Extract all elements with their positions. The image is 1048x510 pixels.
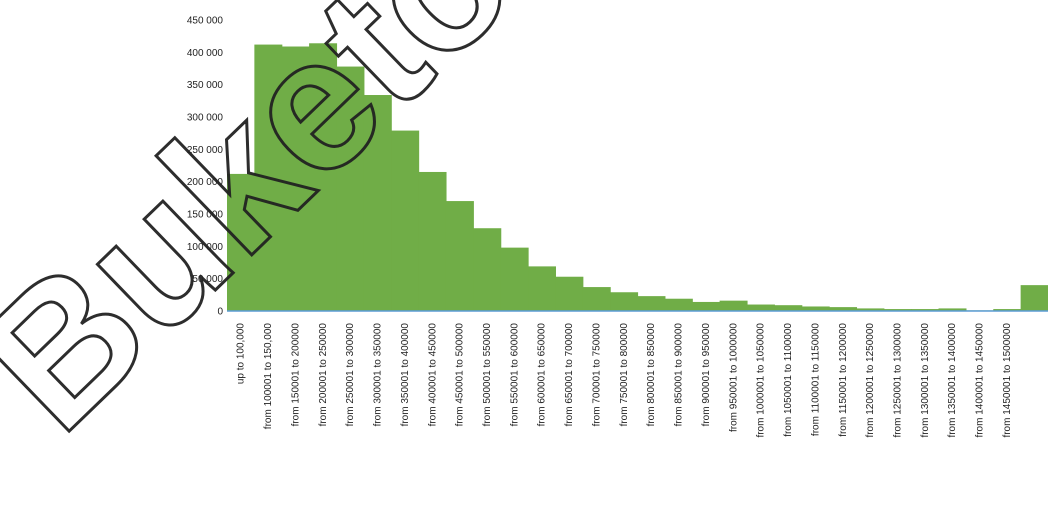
bar-22 bbox=[829, 307, 858, 311]
x-category-label: from 1250001 to 1300000 bbox=[892, 323, 903, 438]
bar-26 bbox=[938, 308, 967, 311]
bar-23 bbox=[856, 308, 885, 311]
x-category-label: from 600001 to 650000 bbox=[537, 323, 548, 427]
bar-8 bbox=[445, 201, 474, 311]
x-category-label: from 950001 to 1000000 bbox=[728, 323, 739, 432]
x-category-label: from 650001 to 700000 bbox=[564, 323, 575, 427]
y-tick-label: 150 000 bbox=[187, 210, 224, 221]
y-tick-label: 100 000 bbox=[187, 242, 224, 253]
bar-13 bbox=[582, 287, 611, 311]
y-tick-label: 200 000 bbox=[187, 177, 224, 188]
x-category-label: up to 100,000 bbox=[236, 323, 247, 385]
x-category-label: from 1400001 to 1450000 bbox=[975, 323, 986, 438]
bar-4 bbox=[336, 66, 365, 311]
x-category-label: from 1200001 to 1250000 bbox=[865, 323, 876, 438]
bar-6 bbox=[391, 130, 420, 311]
bar-9 bbox=[473, 228, 502, 311]
x-category-label: from 250001 to 300000 bbox=[345, 323, 356, 427]
bar-20 bbox=[774, 305, 803, 311]
y-tick-label: 450 000 bbox=[187, 16, 224, 27]
y-tick-label: 250 000 bbox=[187, 145, 224, 156]
bar-3 bbox=[309, 43, 338, 311]
x-category-label: from 550001 to 600000 bbox=[509, 323, 520, 427]
y-tick-label: 50 000 bbox=[192, 274, 223, 285]
bar-14 bbox=[610, 292, 639, 311]
x-category-label: from 350001 to 400000 bbox=[400, 323, 411, 427]
x-category-label: from 300001 to 350000 bbox=[373, 323, 384, 427]
bar-17 bbox=[692, 301, 721, 311]
x-category-label: from 400001 to 450000 bbox=[427, 323, 438, 427]
x-category-label: from 1050001 to 1100000 bbox=[783, 323, 794, 437]
x-category-label: from 900001 to 950000 bbox=[701, 323, 712, 427]
bar-16 bbox=[664, 298, 693, 311]
x-category-label: from 1350001 to 1400000 bbox=[947, 323, 958, 438]
bar-18 bbox=[719, 300, 748, 311]
x-category-label: from 500001 to 550000 bbox=[482, 323, 493, 427]
y-axis-ticks: 0 50 000 100 000 150 000 200 000 250 000 300 0… bbox=[187, 16, 224, 318]
x-category-label: from 1150001 to 1200000 bbox=[838, 323, 849, 437]
bar-2 bbox=[281, 46, 310, 311]
x-category-label: from 200001 to 250000 bbox=[318, 323, 329, 427]
bar-25 bbox=[911, 309, 940, 311]
bar-29 bbox=[1020, 285, 1048, 311]
x-axis-labels: up to 100,000 from 100001 to 150,000 from … bbox=[236, 323, 1013, 438]
bar-11 bbox=[528, 266, 556, 311]
x-category-label: from 150001 to 200000 bbox=[290, 323, 301, 427]
bar-24 bbox=[883, 309, 912, 311]
x-category-label: from 100001 to 150,000 bbox=[263, 323, 274, 430]
x-category-label: from 800001 to 850000 bbox=[646, 323, 657, 427]
bar-1 bbox=[254, 44, 283, 311]
watermark-text: Buketov bbox=[0, 0, 629, 471]
x-category-label: from 1100001 to 1150000 bbox=[810, 323, 821, 436]
bar-10 bbox=[500, 247, 529, 311]
x-category-label: from 1300001 to 1350000 bbox=[920, 323, 931, 438]
x-category-label: from 1450001 to 1500000 bbox=[1002, 323, 1013, 438]
x-category-label: from 750001 to 800000 bbox=[619, 323, 630, 427]
y-tick-label: 400 000 bbox=[187, 48, 224, 59]
x-category-label: from 700001 to 750000 bbox=[591, 323, 602, 427]
y-tick-label: 0 bbox=[217, 307, 223, 318]
bar-12 bbox=[555, 276, 584, 311]
bar-15 bbox=[637, 296, 666, 311]
y-tick-label: 350 000 bbox=[187, 80, 224, 91]
x-category-label: from 850001 to 900000 bbox=[674, 323, 685, 427]
bar-5 bbox=[363, 95, 392, 311]
bar-19 bbox=[746, 304, 775, 311]
x-category-label: from 450001 to 500000 bbox=[455, 323, 466, 427]
bar-21 bbox=[801, 306, 830, 311]
bar-7 bbox=[418, 171, 447, 311]
bars-group bbox=[227, 43, 1048, 311]
bar-28 bbox=[993, 309, 1022, 311]
bar-0 bbox=[227, 173, 255, 311]
x-category-label: from 1000001 to 1050000 bbox=[756, 323, 767, 438]
y-tick-label: 300 000 bbox=[187, 113, 224, 124]
